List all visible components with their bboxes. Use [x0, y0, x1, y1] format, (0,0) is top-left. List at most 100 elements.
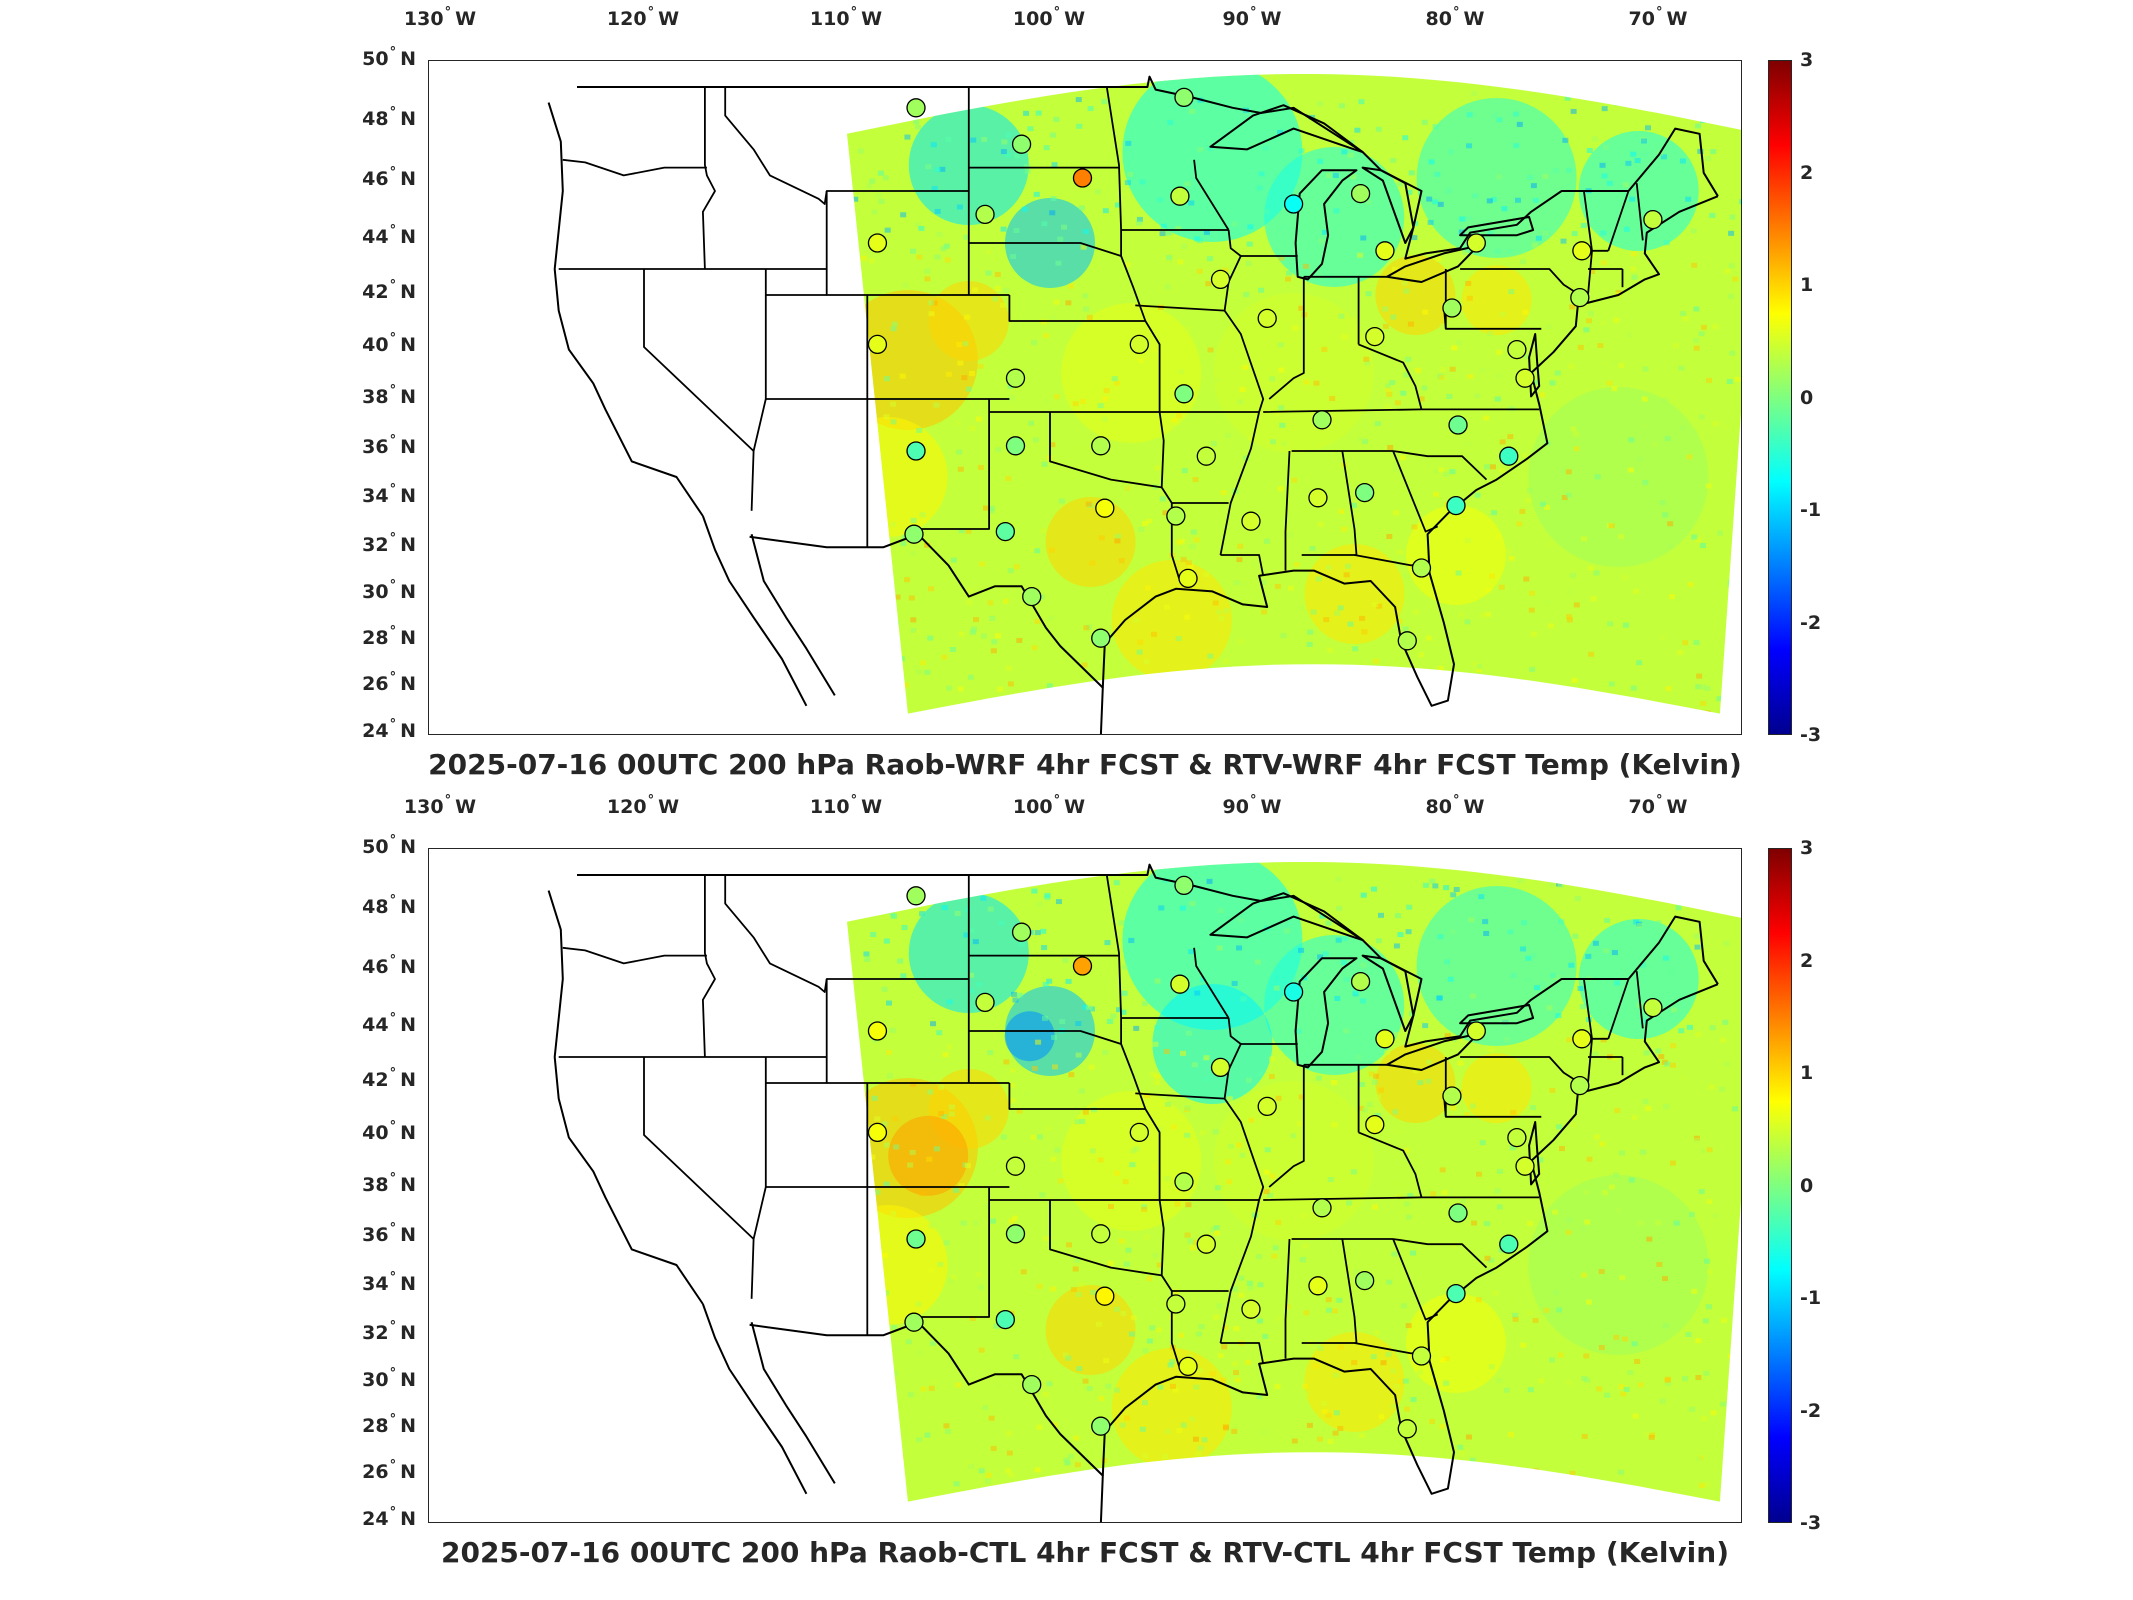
latitude-tick-label: 26° N [362, 1458, 416, 1483]
station-marker [1570, 287, 1590, 308]
station-marker [1257, 1096, 1277, 1117]
station-marker [1448, 415, 1468, 435]
station-marker [1442, 298, 1462, 318]
longitude-tick-label: 90° W [1222, 793, 1282, 818]
station-marker [1570, 1075, 1590, 1096]
temperature-field [847, 862, 1741, 1502]
station-marker [1312, 410, 1332, 430]
station-marker [1170, 186, 1190, 206]
station-marker [1312, 1198, 1332, 1218]
station-marker [1022, 1374, 1042, 1395]
latitude-tick-label: 48° N [362, 105, 416, 130]
colorbar-tick-label: -3 [1800, 1512, 1822, 1534]
station-marker [1129, 1122, 1149, 1143]
station-marker [1466, 233, 1486, 253]
latitude-tick-label: 50° N [362, 833, 416, 858]
station-marker [975, 992, 995, 1013]
station-marker [1643, 997, 1663, 1018]
latitude-tick-label: 32° N [362, 1319, 416, 1344]
station-marker [1350, 971, 1371, 992]
colorbar-tick-label: -2 [1800, 611, 1822, 634]
longitude-tick-label: 120° W [606, 5, 680, 30]
station-marker [904, 524, 924, 544]
latitude-tick-label: 40° N [362, 1119, 416, 1144]
longitude-tick-label: 90° W [1222, 5, 1282, 30]
latitude-tick-label: 48° N [362, 893, 416, 918]
colorbar-tick-label: 1 [1800, 1062, 1814, 1084]
map-area [428, 848, 1742, 1523]
colorbar-tick-label: -3 [1800, 724, 1822, 746]
colorbar-tick-label: -2 [1800, 1399, 1822, 1422]
station-marker [906, 1229, 926, 1249]
latitude-tick-label: 30° N [362, 578, 416, 603]
station-marker [1466, 1021, 1486, 1041]
station-marker [1091, 1224, 1111, 1244]
station-marker [1308, 488, 1328, 508]
colorbar-tick-label: 3 [1800, 837, 1814, 859]
station-marker [1091, 436, 1111, 456]
station-marker [1005, 436, 1026, 456]
station-marker [1572, 1029, 1592, 1049]
station-marker [906, 98, 926, 118]
colorbar-tick-label: 2 [1800, 161, 1814, 184]
station-marker [1166, 1294, 1186, 1314]
station-marker [904, 1312, 924, 1332]
station-marker [1350, 183, 1371, 204]
latitude-tick-label: 38° N [362, 1171, 416, 1196]
colorbar-tick-label: 1 [1800, 274, 1814, 296]
station-marker [1397, 1419, 1417, 1439]
raob-stations [867, 87, 1663, 651]
latitude-tick-label: 32° N [362, 531, 416, 556]
station-marker [867, 1122, 888, 1143]
longitude-tick-label: 80° W [1425, 793, 1485, 818]
station-marker [867, 233, 888, 253]
latitude-tick-label: 34° N [362, 1270, 416, 1295]
station-marker [1170, 974, 1190, 994]
colorbar-tick-label: 3 [1800, 49, 1814, 71]
station-marker [975, 204, 995, 225]
station-marker [1095, 1286, 1115, 1306]
station-marker [1499, 1234, 1519, 1254]
station-marker [1166, 506, 1186, 526]
longitude-tick-label: 130° W [403, 5, 477, 30]
latitude-tick-label: 44° N [362, 1011, 416, 1036]
station-marker [1210, 269, 1231, 290]
station-marker [1129, 334, 1149, 355]
longitude-tick-label: 110° W [809, 5, 883, 30]
station-marker [1308, 1276, 1328, 1296]
colorbar [1768, 848, 1792, 1523]
station-marker [1174, 384, 1194, 404]
latitude-tick-label: 28° N [362, 1412, 416, 1437]
station-marker [1210, 1057, 1231, 1078]
station-marker [1515, 368, 1535, 388]
longitude-tick-label: 100° W [1012, 793, 1086, 818]
colorbar-tick-label: 2 [1800, 949, 1814, 972]
station-marker [1411, 558, 1432, 578]
colorbar-tick-label: -1 [1800, 499, 1822, 521]
longitude-tick-label: 110° W [809, 793, 883, 818]
latitude-tick-label: 42° N [362, 278, 416, 303]
station-marker [1091, 628, 1111, 648]
station-marker [1375, 1029, 1395, 1049]
map-area [428, 60, 1742, 735]
station-marker [1499, 446, 1519, 466]
longitude-tick-label: 130° W [403, 793, 477, 818]
station-marker [1174, 1172, 1194, 1192]
latitude-tick-label: 24° N [362, 717, 416, 742]
station-marker [1196, 446, 1216, 466]
station-marker [1515, 1156, 1535, 1176]
station-marker [1397, 631, 1417, 651]
station-marker [1643, 209, 1663, 230]
latitude-tick-label: 26° N [362, 670, 416, 695]
station-marker [1241, 511, 1261, 531]
station-marker [1174, 87, 1194, 108]
station-marker [906, 441, 926, 461]
station-marker [1355, 1270, 1375, 1291]
station-marker [1072, 956, 1093, 976]
station-marker [1095, 498, 1115, 518]
colorbar-tick-label: 0 [1800, 1174, 1814, 1197]
station-marker [1507, 339, 1527, 360]
map-panel-top: 130° W 120° W 110° W 100° W 90° W 80° W 70° W 50° N 48°… [0, 0, 2133, 790]
boundaries [547, 75, 1719, 734]
map-title: 2025-07-16 00UTC 200 hPa Raob-CTL 4hr FC… [440, 1536, 1729, 1569]
